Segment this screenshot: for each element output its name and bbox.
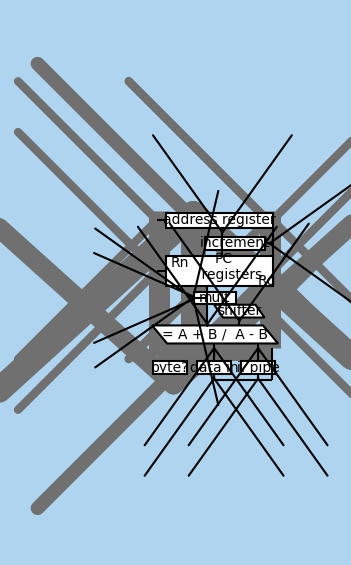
- Polygon shape: [214, 305, 265, 318]
- Text: PC
    registers: PC registers: [184, 252, 263, 282]
- Text: i. pipe: i. pipe: [237, 360, 279, 375]
- Text: mult: mult: [199, 291, 231, 305]
- Bar: [153, 361, 187, 374]
- Bar: [166, 256, 273, 286]
- Text: address register: address register: [163, 213, 276, 227]
- Text: byte?: byte?: [151, 360, 189, 375]
- Text: Rd: Rd: [258, 275, 277, 289]
- Bar: [166, 212, 273, 228]
- Bar: [205, 237, 265, 250]
- Bar: [197, 361, 231, 374]
- Bar: [241, 361, 275, 374]
- Bar: [194, 292, 236, 305]
- Text: shifter: shifter: [217, 304, 261, 318]
- Text: increment: increment: [200, 237, 270, 250]
- Text: data in: data in: [190, 360, 238, 375]
- Polygon shape: [152, 325, 278, 344]
- Text: = A + B /  A - B: = A + B / A - B: [162, 328, 268, 341]
- Text: Rn: Rn: [171, 257, 189, 271]
